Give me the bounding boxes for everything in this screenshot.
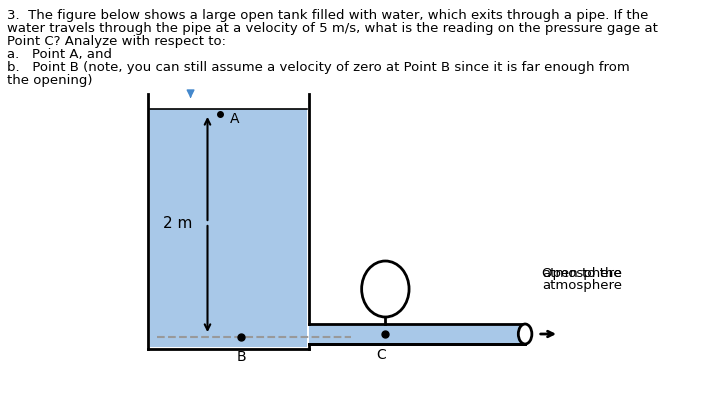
Text: the opening): the opening): [7, 74, 92, 87]
Text: 3.  The figure below shows a large open tank filled with water, which exits thro: 3. The figure below shows a large open t…: [7, 9, 648, 22]
Text: a.   Point A, and: a. Point A, and: [7, 48, 112, 61]
Bar: [150, 109, 307, 347]
Text: C: C: [376, 348, 386, 362]
Text: 2 m: 2 m: [163, 215, 193, 231]
Text: water travels through the pipe at a velocity of 5 m/s, what is the reading on th: water travels through the pipe at a velo…: [7, 22, 658, 35]
Bar: [309, 324, 525, 344]
Text: Open to the: Open to the: [542, 267, 622, 280]
Text: atmosphere: atmosphere: [542, 267, 622, 280]
Circle shape: [362, 261, 409, 317]
Text: Point C? Analyze with respect to:: Point C? Analyze with respect to:: [7, 35, 226, 48]
Text: b.   Point B (note, you can still assume a velocity of zero at Point B since it : b. Point B (note, you can still assume a…: [7, 61, 629, 74]
Ellipse shape: [518, 324, 532, 344]
Text: B: B: [236, 350, 246, 364]
Text: atmosphere: atmosphere: [542, 280, 622, 292]
Text: A: A: [230, 112, 240, 126]
